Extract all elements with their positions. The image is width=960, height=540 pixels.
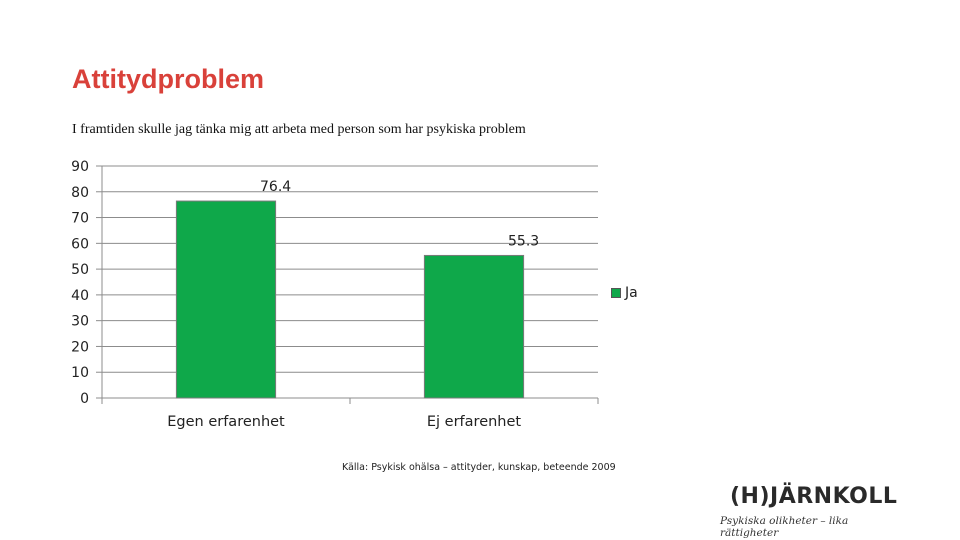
y-tick-label: 20: [71, 339, 89, 355]
data-label: 76.4: [260, 179, 291, 195]
bar-1: [175, 200, 277, 399]
logo: (H)JÄRNKOLL Psykiska olikheter – lika rä…: [718, 484, 898, 539]
legend-marker-ja: [611, 288, 621, 298]
y-tick-label: 50: [71, 262, 89, 278]
y-tick-label: 60: [71, 236, 89, 252]
y-tick-label: 30: [71, 314, 89, 330]
y-tick-label: 40: [71, 288, 89, 304]
category-label: Ej erfarenhet: [427, 414, 522, 430]
bar-2: [423, 254, 525, 399]
y-tick-label: 90: [71, 159, 89, 175]
chart-title: I framtiden skulle jag tänka mig att arb…: [72, 122, 526, 137]
category-label: Egen erfarenhet: [167, 414, 285, 430]
y-tick-label: 80: [71, 185, 89, 201]
logo-tagline: Psykiska olikheter – lika rättigheter: [720, 515, 849, 539]
y-tick-label: 70: [71, 211, 89, 227]
data-label: 55.3: [508, 233, 539, 249]
source-note: Källa: Psykisk ohälsa – attityder, kunsk…: [342, 462, 616, 473]
slide-title: Attitydproblem: [72, 64, 264, 94]
y-tick-label: 0: [80, 391, 89, 407]
y-tick-label: 10: [71, 365, 89, 381]
legend-label-ja: Ja: [625, 285, 638, 301]
logo-name: (H)JÄRNKOLL: [730, 484, 898, 509]
